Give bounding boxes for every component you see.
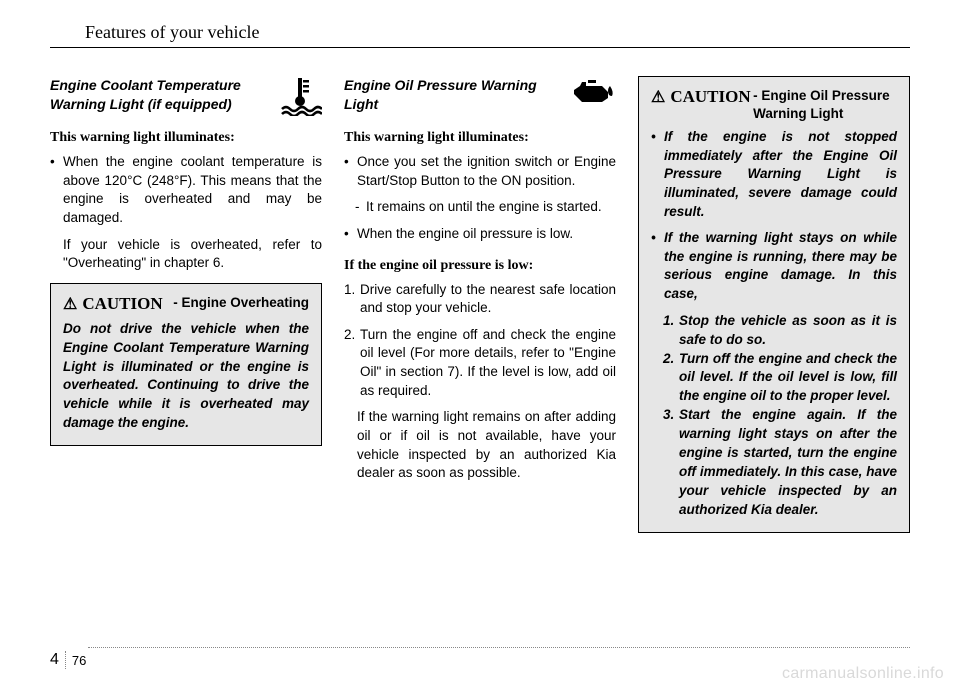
caution-heading: ⚠ CAUTION - Engine Overheating	[63, 294, 309, 314]
header-rule	[50, 47, 910, 48]
page-footer: 4 76	[50, 647, 910, 669]
oil-lead-2: If the engine oil pressure is low:	[344, 258, 616, 274]
caution-body-text: Do not drive the vehicle when the Engine…	[63, 320, 309, 433]
watermark: carmanualsonline.info	[782, 665, 944, 683]
section-title-row: Engine Coolant Temperature Warning Light…	[50, 76, 322, 116]
page-header: Features of your vehicle	[85, 22, 910, 43]
oil-bullet-1: Once you set the ignition switch or Engi…	[344, 153, 616, 190]
caution-box-overheating: ⚠ CAUTION - Engine Overheating Do not dr…	[50, 283, 322, 446]
caution-label-2: ⚠ CAUTION - Engine Oil Pressure Warning …	[651, 87, 897, 122]
caution-label: ⚠ CAUTION - Engine Overheating	[63, 294, 309, 314]
content-columns: Engine Coolant Temperature Warning Light…	[50, 76, 910, 533]
coolant-lead: This warning light illuminates:	[50, 130, 322, 146]
column-2: Engine Oil Pressure Warning Light This w…	[344, 76, 616, 533]
caution-word: CAUTION	[82, 294, 162, 314]
caution-heading-2: ⚠ CAUTION - Engine Oil Pressure Warning …	[651, 87, 897, 122]
column-3: ⚠ CAUTION - Engine Oil Pressure Warning …	[638, 76, 910, 533]
coolant-title: Engine Coolant Temperature Warning Light…	[50, 76, 274, 114]
footer-rule	[88, 647, 910, 648]
oil-bullet-2: When the engine oil pressure is low.	[344, 225, 616, 244]
oil-step-2-text: Turn the engine off and check the engine…	[360, 327, 616, 398]
caution-word-2: CAUTION	[670, 87, 750, 107]
coolant-temp-icon	[274, 76, 322, 116]
oil-title: Engine Oil Pressure Warning Light	[344, 76, 568, 114]
oil-bullet-1a: It remains on until the engine is starte…	[344, 198, 616, 217]
caution-oil-b2: If the warning light stays on while the …	[651, 229, 897, 304]
oil-step-1: 1.Drive carefully to the nearest safe lo…	[344, 281, 616, 318]
oil-step-1-text: Drive carefully to the nearest safe loca…	[360, 282, 616, 316]
page-number: 4 76	[50, 651, 910, 669]
caution-oil-b1: If the engine is not stopped immediately…	[651, 128, 897, 221]
page: Features of your vehicle Engine Coolant …	[0, 0, 960, 533]
caution-subtitle: - Engine Overheating	[167, 294, 309, 312]
page-num: 76	[72, 653, 86, 668]
caution-oil-n1-text: Stop the vehicle as soon as it is safe t…	[679, 313, 897, 347]
oil-step-2: 2.Turn the engine off and check the engi…	[344, 326, 616, 401]
caution-oil-n2: 2.Turn off the engine and check the oil …	[651, 350, 897, 407]
caution-body-2: If the engine is not stopped immediately…	[651, 128, 897, 519]
caution-oil-n3-text: Start the engine again. If the warning l…	[679, 407, 897, 516]
section-title-row-2: Engine Oil Pressure Warning Light	[344, 76, 616, 116]
column-1: Engine Coolant Temperature Warning Light…	[50, 76, 322, 533]
oil-step-2b: If the warning light remains on after ad…	[344, 408, 616, 483]
warning-triangle-icon-2: ⚠	[651, 87, 665, 107]
caution-oil-n3: 3.Start the engine again. If the warning…	[651, 406, 897, 519]
oil-pressure-icon	[568, 76, 616, 116]
chapter-number: 4	[50, 651, 66, 669]
coolant-bullet-1b: If your vehicle is overheated, refer to …	[50, 236, 322, 273]
warning-triangle-icon: ⚠	[63, 294, 77, 314]
oil-lead-1: This warning light illuminates:	[344, 130, 616, 146]
caution-oil-n1: 1.Stop the vehicle as soon as it is safe…	[651, 312, 897, 350]
caution-subtitle-2: - Engine Oil Pressure Warning Light	[753, 87, 897, 122]
caution-oil-n2-text: Turn off the engine and check the oil le…	[679, 351, 897, 404]
coolant-bullet-1: When the engine coolant temperature is a…	[50, 153, 322, 228]
caution-box-oil: ⚠ CAUTION - Engine Oil Pressure Warning …	[638, 76, 910, 533]
